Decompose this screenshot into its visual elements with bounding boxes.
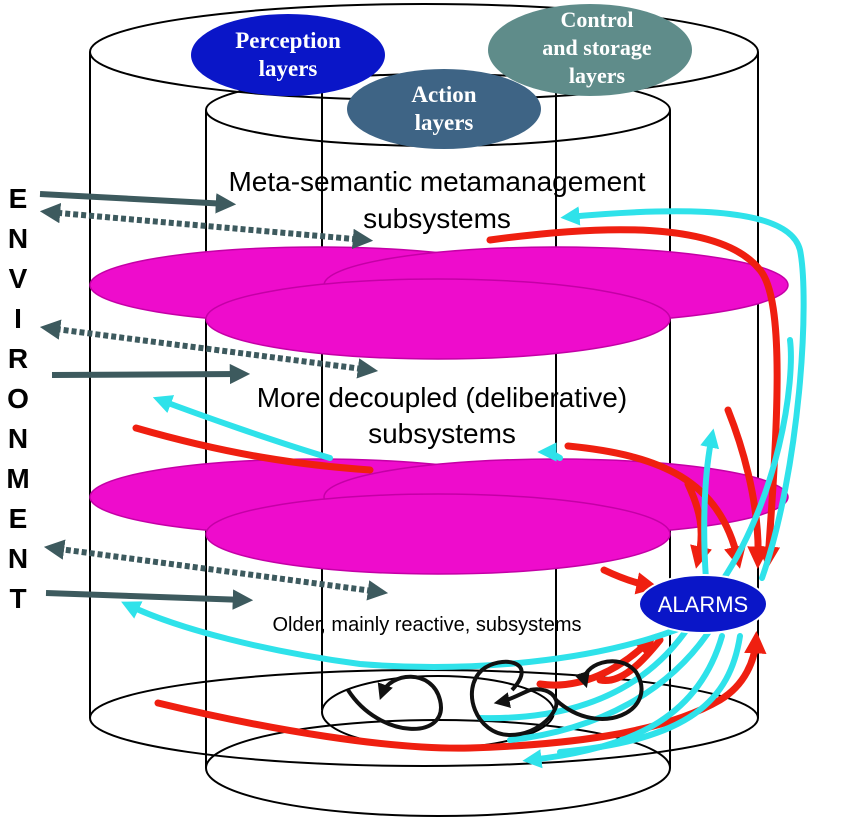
perception-label-2: layers bbox=[259, 56, 318, 81]
delib-label-line1: More decoupled (deliberative) bbox=[257, 382, 627, 413]
action-bubble: Action layers bbox=[347, 69, 541, 149]
meta-label-line1: Meta-semantic metamanagement bbox=[228, 166, 645, 197]
env-letter: V bbox=[9, 263, 28, 294]
control-bubble: Control and storage layers bbox=[488, 4, 692, 96]
env-letter: T bbox=[9, 583, 26, 614]
control-label-2: and storage bbox=[542, 35, 652, 60]
perception-bubble: Perception layers bbox=[191, 14, 385, 96]
environment-label: E N V I R O N M E N T bbox=[6, 183, 29, 614]
env-letter: N bbox=[8, 423, 28, 454]
control-label-3: layers bbox=[569, 63, 626, 88]
environment-arrows bbox=[39, 191, 389, 610]
alarms-node: ALARMS bbox=[638, 574, 768, 634]
env-letter: M bbox=[6, 463, 29, 494]
reactive-label: Older, mainly reactive, subsystems bbox=[273, 614, 582, 636]
action-label-1: Action bbox=[411, 82, 476, 107]
env-letter: E bbox=[9, 503, 28, 534]
layer-labels: Meta-semantic metamanagement subsystems … bbox=[228, 166, 645, 636]
reactive-loops bbox=[346, 659, 644, 738]
action-label-2: layers bbox=[415, 110, 474, 135]
env-letter: E bbox=[9, 183, 28, 214]
cyan-alarm-arrows bbox=[121, 206, 807, 769]
perception-label-1: Perception bbox=[235, 28, 341, 53]
alarms-label: ALARMS bbox=[658, 592, 748, 617]
control-label-1: Control bbox=[561, 7, 634, 32]
env-letter: O bbox=[7, 383, 29, 414]
metamanagement-layer bbox=[89, 246, 789, 360]
delib-label-line2: subsystems bbox=[368, 418, 516, 449]
env-letter: N bbox=[8, 223, 28, 254]
deliberative-layer bbox=[89, 458, 789, 575]
red-alarm-arrows bbox=[132, 226, 781, 752]
env-letter: R bbox=[8, 343, 28, 374]
env-letter: I bbox=[14, 303, 22, 334]
env-letter: N bbox=[8, 543, 28, 574]
meta-label-line2: subsystems bbox=[363, 203, 511, 234]
